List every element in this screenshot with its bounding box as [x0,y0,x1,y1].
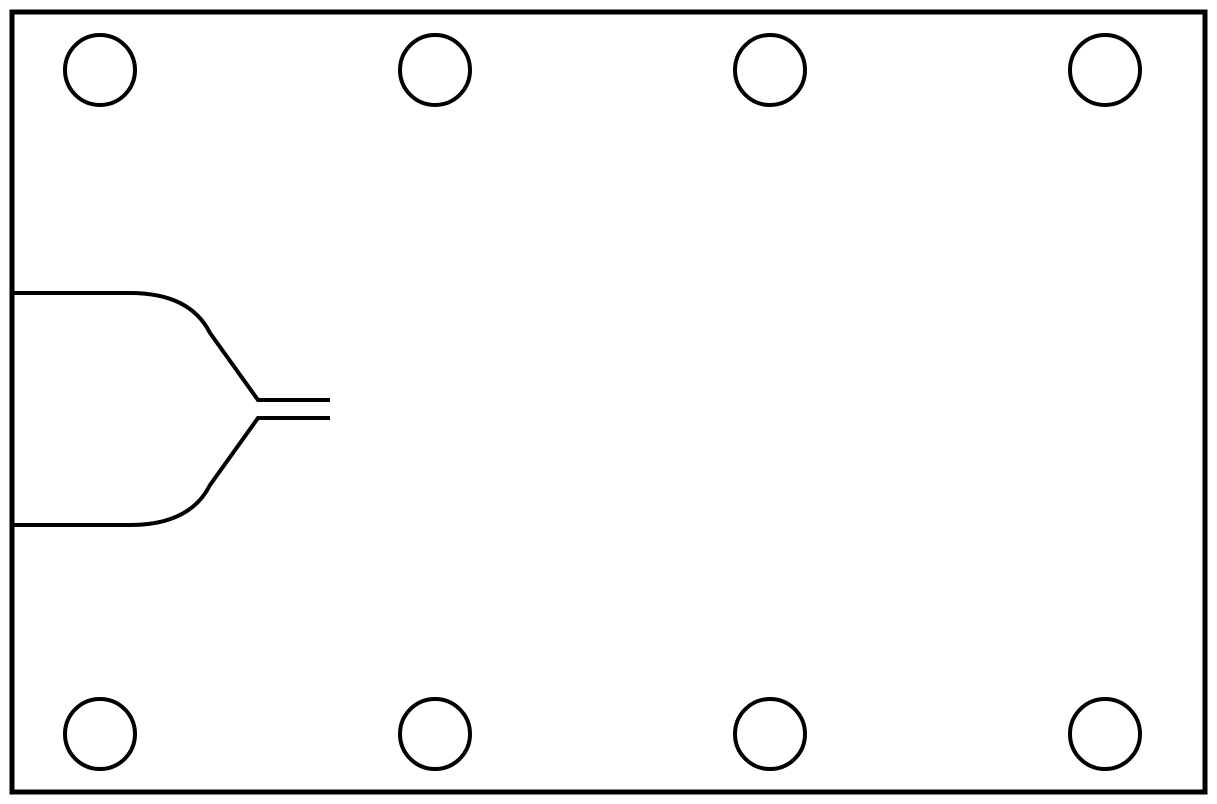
schematic-diagram [0,0,1217,804]
mounting-hole-top-1 [400,35,470,105]
outer-frame [12,12,1205,792]
mounting-hole-top-0 [65,35,135,105]
mounting-hole-top-2 [735,35,805,105]
mounting-hole-bottom-2 [735,699,805,769]
mounting-hole-bottom-0 [65,699,135,769]
mounting-hole-bottom-1 [400,699,470,769]
mounting-hole-bottom-3 [1070,699,1140,769]
inlet-lower-wall [12,418,330,525]
inlet-upper-wall [12,293,330,400]
mounting-hole-top-3 [1070,35,1140,105]
